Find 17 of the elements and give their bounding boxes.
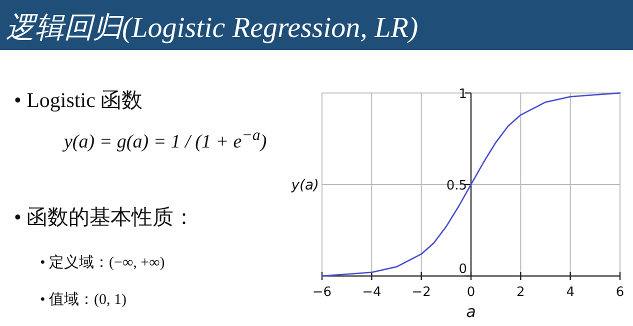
y-axis-title: y(a): [290, 178, 319, 194]
y-tick-label: 0: [458, 262, 467, 277]
y-tick-label: 0.5: [446, 178, 467, 194]
x-tick-label: 6: [616, 285, 624, 300]
x-axis-title: a: [466, 302, 476, 321]
x-tick-label: −4: [362, 285, 382, 300]
text: • Logistic 函数: [14, 87, 143, 114]
chart-title: 逻辑回归(Logistic Regression, LR): [6, 11, 418, 46]
text: • 定义域：(−∞, +∞): [40, 253, 165, 272]
y-tick-label: 1: [458, 87, 467, 102]
x-tick-label: 4: [566, 285, 574, 300]
text: • 函数的基本性质：: [14, 204, 195, 231]
x-tick-label: −6: [312, 285, 332, 300]
x-tick-label: 2: [516, 285, 525, 300]
x-tick-label: −2: [412, 285, 431, 300]
text: y(a) = g(a) = 1 / (1 + e$^{−a}$): [64, 127, 267, 154]
text: • 值域：(0, 1): [40, 290, 126, 309]
